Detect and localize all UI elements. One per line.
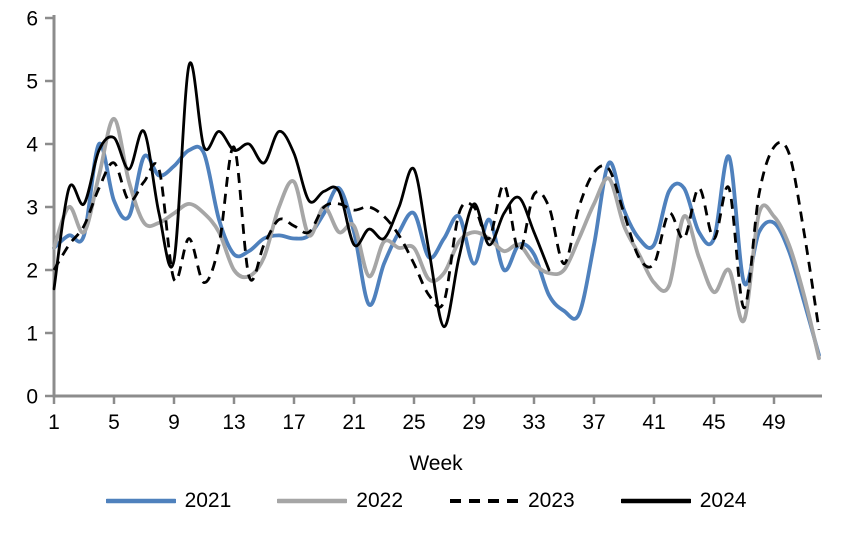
x-axis-title: Week: [409, 452, 463, 475]
legend: 2021 2022 2023 2024: [0, 489, 852, 513]
x-tick-label: 13: [222, 411, 245, 434]
legend-item-2022: 2022: [277, 489, 403, 513]
legend-label-2024: 2024: [699, 489, 747, 512]
x-tick-label: 45: [702, 411, 725, 434]
x-tick-label: 25: [402, 411, 425, 434]
legend-label-2023: 2023: [528, 489, 575, 512]
x-tick-label: 1: [48, 411, 60, 434]
legend-swatch-2024: [620, 498, 691, 504]
x-tick-label: 17: [282, 411, 305, 434]
x-tick-label: 33: [522, 411, 545, 434]
x-tick-label: 49: [762, 411, 785, 434]
series-line-2022: [52, 116, 821, 361]
x-tick-label: 29: [462, 411, 485, 434]
y-tick-label: 1: [26, 323, 38, 346]
legend-swatch-2023: [450, 499, 518, 503]
legend-item-2023: 2023: [449, 489, 575, 513]
legend-item-2021: 2021: [105, 489, 232, 513]
x-tick-label: 21: [342, 411, 365, 434]
legend-swatch-2022: [277, 498, 348, 504]
series-line-2024: [52, 61, 551, 329]
legend-swatch-2021: [105, 498, 176, 504]
y-tick-label: 3: [26, 197, 38, 220]
y-tick-label: 5: [26, 71, 38, 94]
legend-label-2022: 2022: [356, 489, 403, 512]
x-tick-label: 9: [168, 411, 180, 434]
y-tick-label: 6: [26, 8, 38, 31]
series-line-2021: [52, 142, 821, 357]
x-tick-label: 37: [582, 411, 605, 434]
y-tick-label: 2: [26, 260, 38, 283]
x-tick-label: 5: [108, 411, 120, 434]
y-tick-label: 4: [26, 134, 38, 157]
legend-label-2021: 2021: [184, 489, 232, 512]
y-tick-label: 0: [26, 386, 38, 409]
legend-item-2024: 2024: [620, 489, 747, 513]
x-tick-label: 41: [642, 411, 665, 434]
